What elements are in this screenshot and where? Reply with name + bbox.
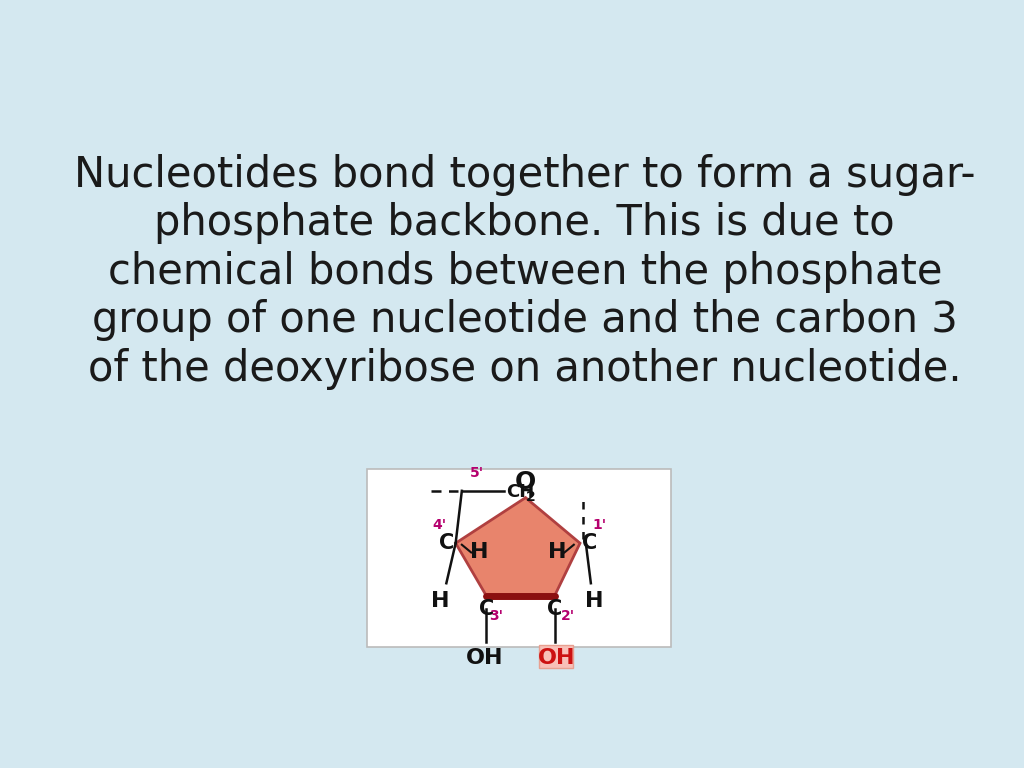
Text: of the deoxyribose on another nucleotide.: of the deoxyribose on another nucleotide… (88, 348, 962, 390)
Text: H: H (470, 542, 488, 562)
Text: H: H (548, 542, 566, 562)
Text: C: C (439, 533, 454, 553)
Text: H: H (585, 591, 603, 611)
Text: Nucleotides bond together to form a sugar-: Nucleotides bond together to form a suga… (74, 154, 976, 196)
Text: CH: CH (506, 483, 535, 502)
Text: O: O (515, 470, 537, 494)
Text: C: C (547, 599, 562, 620)
Text: 2': 2' (561, 610, 575, 624)
Text: chemical bonds between the phosphate: chemical bonds between the phosphate (108, 251, 942, 293)
Text: 5': 5' (470, 466, 484, 480)
Text: 2: 2 (525, 490, 536, 504)
Text: group of one nucleotide and the carbon 3: group of one nucleotide and the carbon 3 (92, 300, 957, 341)
Text: C: C (478, 599, 494, 620)
Text: OH: OH (466, 648, 504, 668)
FancyBboxPatch shape (367, 469, 671, 647)
Text: phosphate backbone. This is due to: phosphate backbone. This is due to (155, 202, 895, 244)
FancyBboxPatch shape (540, 645, 573, 668)
Text: H: H (431, 591, 450, 611)
Text: 3': 3' (489, 610, 504, 624)
Text: C: C (582, 533, 597, 553)
Text: 1': 1' (593, 518, 606, 532)
Polygon shape (456, 498, 580, 595)
Text: OH: OH (538, 648, 575, 668)
Text: 4': 4' (432, 518, 446, 532)
